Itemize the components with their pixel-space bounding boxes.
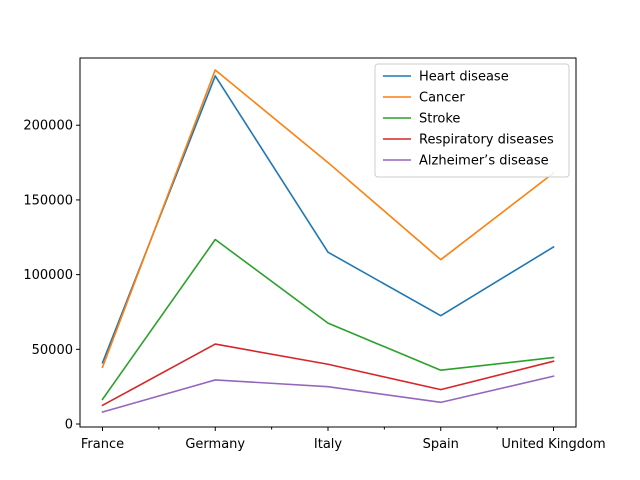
series-line-2	[101, 69, 555, 369]
x-tick-label: Germany	[185, 437, 245, 452]
legend-label: Alzheimer’s disease	[419, 154, 549, 169]
x-tick-label: United Kingdom	[501, 437, 605, 452]
series-layer	[101, 69, 555, 414]
x-tick-label: Spain	[423, 437, 459, 452]
legend-label: Respiratory diseases	[419, 133, 554, 148]
y-tick-label: 0	[65, 418, 73, 433]
legend-box	[374, 63, 570, 178]
axis-layer: France Germany Italy Spain United Kingdom 0 50…	[23, 119, 605, 452]
x-tick-label: France	[81, 437, 124, 452]
series-line-1	[101, 75, 555, 364]
y-tick-label: 50000	[32, 343, 73, 358]
legend-label: Cancer	[419, 91, 465, 106]
legend-label: Heart disease	[419, 70, 509, 85]
legend-label: Stroke	[419, 112, 460, 127]
series-line-5	[101, 375, 555, 414]
y-tick-label: 200000	[23, 119, 73, 134]
y-tick-label: 150000	[23, 193, 73, 208]
y-tick-label: 100000	[23, 268, 73, 283]
x-tick-label: Italy	[314, 437, 343, 452]
legend: Heart disease Cancer Stroke Respiratory dis…	[374, 63, 570, 178]
series-line-3	[101, 238, 555, 401]
series-line-4	[101, 343, 555, 407]
plot-frame	[79, 57, 577, 428]
